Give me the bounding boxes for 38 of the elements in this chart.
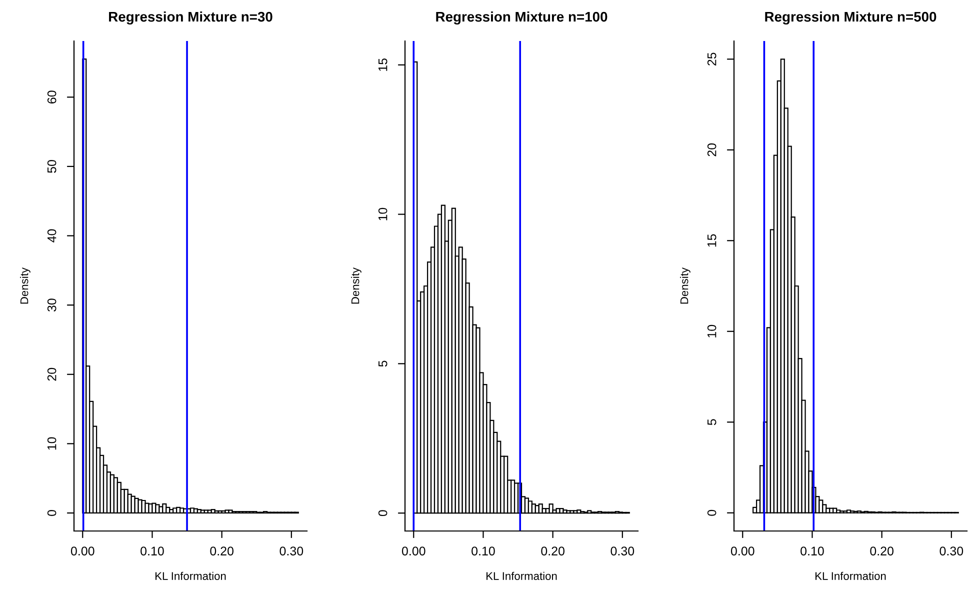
chart-title: Regression Mixture n=30 (109, 11, 272, 24)
x-tick-label: 0.30 (280, 546, 304, 556)
y-tick-label: 10 (707, 324, 716, 338)
y-tick-label: 40 (47, 229, 56, 242)
y-tick-label: 20 (707, 143, 716, 156)
y-axis-title: Density (351, 267, 362, 304)
y-tick-label: 50 (47, 160, 56, 173)
y-tick-label: 15 (378, 58, 388, 71)
y-tick-label: 5 (378, 360, 388, 367)
y-tick-label: 0 (378, 510, 388, 516)
x-tick-label: 0.20 (210, 546, 234, 556)
y-tick-label: 15 (708, 234, 716, 247)
chart-title: Regression Mixture n=100 (436, 11, 608, 24)
y-tick-label: 0 (707, 510, 716, 516)
y-axis-title: Density (680, 267, 690, 304)
y-tick-label: 10 (378, 208, 388, 220)
x-tick-label: 0.00 (402, 546, 426, 556)
x-axis-title: KL Information (815, 572, 886, 580)
y-axis-title: Density (20, 267, 30, 304)
x-tick-label: 0.20 (541, 546, 564, 556)
x-tick-label: 0.30 (610, 546, 634, 556)
x-axis-title: KL Information (155, 572, 226, 580)
x-tick-label: 0.30 (940, 546, 964, 556)
y-tick-label: 30 (47, 298, 56, 312)
x-tick-label: 0.10 (140, 546, 164, 556)
x-axis-title: KL Information (486, 572, 557, 580)
y-tick-label: 60 (47, 90, 56, 104)
y-tick-label: 5 (708, 419, 716, 426)
y-tick-label: 20 (47, 368, 56, 381)
y-tick-label: 10 (47, 437, 56, 450)
x-tick-label: 0.10 (472, 546, 495, 556)
x-tick-label: 0.00 (70, 546, 94, 556)
y-tick-label: 0 (47, 510, 56, 516)
chart-title: Regression Mixture n=500 (765, 11, 936, 24)
x-tick-label: 0.00 (730, 546, 754, 556)
x-tick-label: 0.10 (800, 546, 824, 556)
x-tick-label: 0.20 (870, 546, 894, 556)
y-tick-label: 25 (707, 52, 716, 66)
